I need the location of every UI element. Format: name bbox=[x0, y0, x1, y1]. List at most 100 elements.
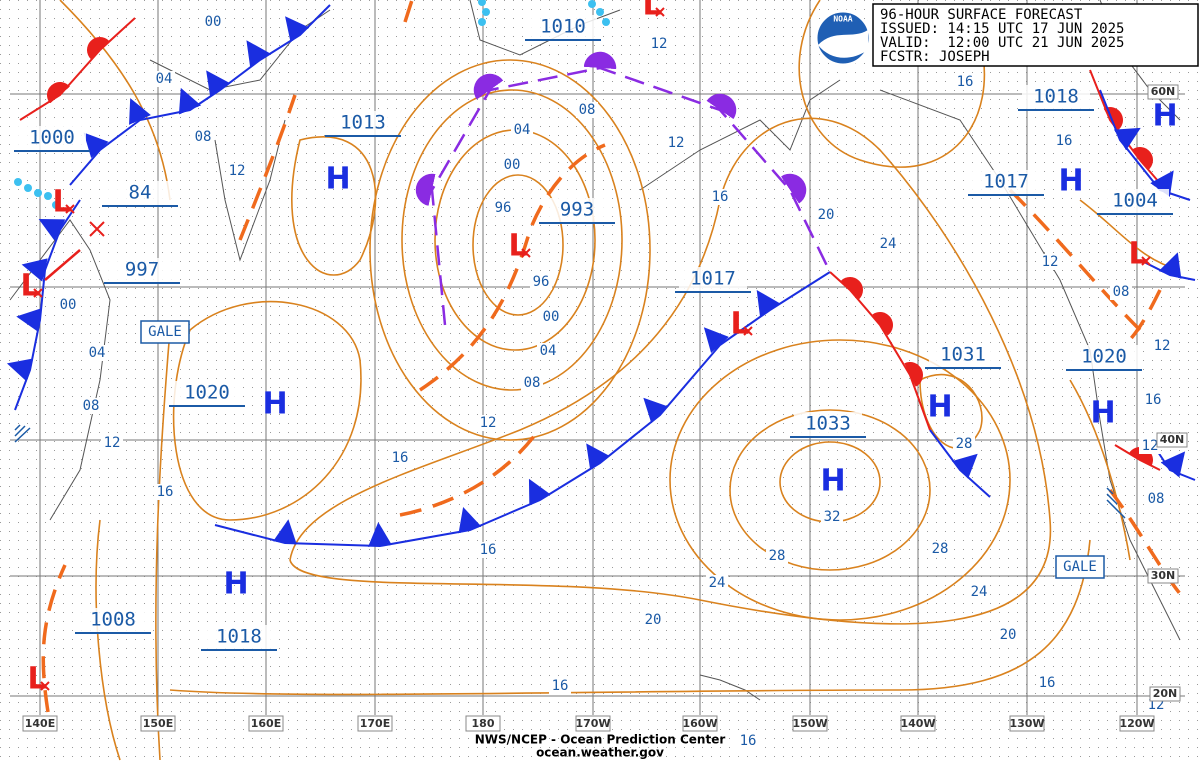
pressure-center-label: 84 bbox=[129, 182, 152, 204]
label-backdrop bbox=[477, 542, 499, 558]
isobar-label: 16 bbox=[392, 450, 409, 466]
wind-barbs bbox=[14, 424, 1126, 519]
footer-line1: NWS/NCEP - Ocean Prediction Center bbox=[475, 733, 726, 747]
latitude-label: 20N bbox=[1153, 687, 1178, 700]
longitude-label: 120W bbox=[1119, 717, 1154, 730]
high-center: H bbox=[927, 390, 952, 425]
longitude-label: 160W bbox=[682, 717, 717, 730]
label-backdrop bbox=[173, 381, 241, 405]
low-center: L bbox=[730, 307, 749, 342]
label-backdrop bbox=[968, 584, 990, 600]
low-x bbox=[521, 248, 531, 258]
isobar-label: 08 bbox=[195, 129, 212, 145]
isobar-label: 04 bbox=[89, 345, 106, 361]
isobar-label: 16 bbox=[157, 484, 174, 500]
longitude-label: 140E bbox=[25, 717, 55, 730]
label-backdrop bbox=[80, 398, 102, 414]
pressure-center-label: 1018 bbox=[1033, 86, 1079, 108]
pressure-center-label: 997 bbox=[125, 259, 159, 281]
label-backdrop bbox=[737, 733, 759, 749]
isobar-label: 04 bbox=[514, 122, 531, 138]
low-x bbox=[65, 204, 75, 214]
pressure-center-label: 1031 bbox=[940, 344, 986, 366]
label-backdrop bbox=[1145, 491, 1167, 507]
isobar-label: 00 bbox=[205, 14, 222, 30]
isobar-label: 16 bbox=[1145, 392, 1162, 408]
coord-box bbox=[248, 715, 284, 732]
isobar-label: 12 bbox=[104, 435, 121, 451]
isobar-label: 16 bbox=[957, 74, 974, 90]
pressure-center-label: 993 bbox=[560, 199, 594, 221]
isobar-label: 28 bbox=[932, 541, 949, 557]
label-backdrop bbox=[530, 274, 552, 290]
label-backdrop bbox=[1139, 438, 1161, 454]
pressure-center-label: 1020 bbox=[184, 382, 230, 404]
label-backdrop bbox=[389, 450, 411, 466]
coord-box bbox=[1147, 84, 1179, 100]
longitude-label: 160E bbox=[251, 717, 281, 730]
longitude-label: 180 bbox=[472, 717, 495, 730]
isobar-label: 12 bbox=[668, 135, 685, 151]
label-backdrop bbox=[79, 608, 147, 632]
pressure-center-label: 1010 bbox=[540, 16, 586, 38]
high-center: H bbox=[1058, 164, 1083, 199]
isobar-label: 08 bbox=[1148, 491, 1165, 507]
isobar-label: 08 bbox=[1113, 284, 1130, 300]
isobar-label: 12 bbox=[1042, 254, 1059, 270]
fronts bbox=[6, 4, 1196, 548]
label-backdrop bbox=[521, 375, 543, 391]
coord-box bbox=[575, 715, 611, 732]
isobar-label: 08 bbox=[524, 375, 541, 391]
coord-box bbox=[1147, 568, 1179, 584]
isobar-label: 96 bbox=[533, 274, 550, 290]
isobar-label: 12 bbox=[1142, 438, 1159, 454]
label-backdrop bbox=[1151, 338, 1173, 354]
header-valid: VALID: 12:00 UTC 21 JUN 2025 bbox=[880, 35, 1124, 51]
low-center: L bbox=[642, 0, 661, 23]
label-backdrop bbox=[794, 412, 862, 436]
pressure-center-label: 1008 bbox=[90, 609, 136, 631]
pressure-center-label: 1018 bbox=[216, 626, 262, 648]
label-backdrop bbox=[679, 267, 747, 291]
latitude-label: 40N bbox=[1160, 433, 1185, 446]
footer-line2: ocean.weather.gov bbox=[536, 746, 664, 760]
isobar-label: 00 bbox=[504, 157, 521, 173]
label-backdrop bbox=[642, 612, 664, 628]
longitude-label: 140W bbox=[900, 717, 935, 730]
low-x bbox=[1141, 256, 1151, 266]
header-forecaster: FCSTR: JOSEPH bbox=[880, 49, 990, 65]
isobar-label: 16 bbox=[712, 189, 729, 205]
label-backdrop bbox=[929, 541, 951, 557]
logo-text: NOAA bbox=[833, 15, 852, 24]
isobar-label: 16 bbox=[552, 678, 569, 694]
isobar-label: 08 bbox=[83, 398, 100, 414]
high-center: H bbox=[820, 464, 845, 499]
pressure-center-label: 1033 bbox=[805, 413, 851, 435]
gale-box bbox=[1055, 555, 1105, 579]
label-backdrop bbox=[101, 435, 123, 451]
low-x bbox=[655, 7, 665, 17]
header-title: 96-HOUR SURFACE FORECAST bbox=[880, 7, 1083, 23]
low-center: L bbox=[27, 662, 46, 697]
label-backdrop bbox=[108, 258, 176, 282]
label-backdrop bbox=[154, 484, 176, 500]
isobar-label: 28 bbox=[956, 436, 973, 452]
label-backdrop bbox=[1142, 392, 1164, 408]
coord-box bbox=[1156, 432, 1188, 448]
label-backdrop bbox=[477, 415, 499, 431]
coord-box bbox=[1119, 715, 1155, 732]
label-backdrop bbox=[226, 163, 248, 179]
label-backdrop bbox=[1036, 675, 1058, 691]
label-backdrop bbox=[1110, 284, 1132, 300]
high-center: H bbox=[1152, 99, 1177, 134]
label-backdrop bbox=[1022, 85, 1090, 109]
isobar-label: 96 bbox=[495, 200, 512, 216]
isobar-label: 24 bbox=[971, 584, 988, 600]
isobar-label: 00 bbox=[543, 309, 560, 325]
label-backdrop bbox=[576, 102, 598, 118]
isobar-label: 32 bbox=[824, 509, 841, 525]
latitude-label: 60N bbox=[1151, 85, 1176, 98]
low-x bbox=[40, 681, 50, 691]
